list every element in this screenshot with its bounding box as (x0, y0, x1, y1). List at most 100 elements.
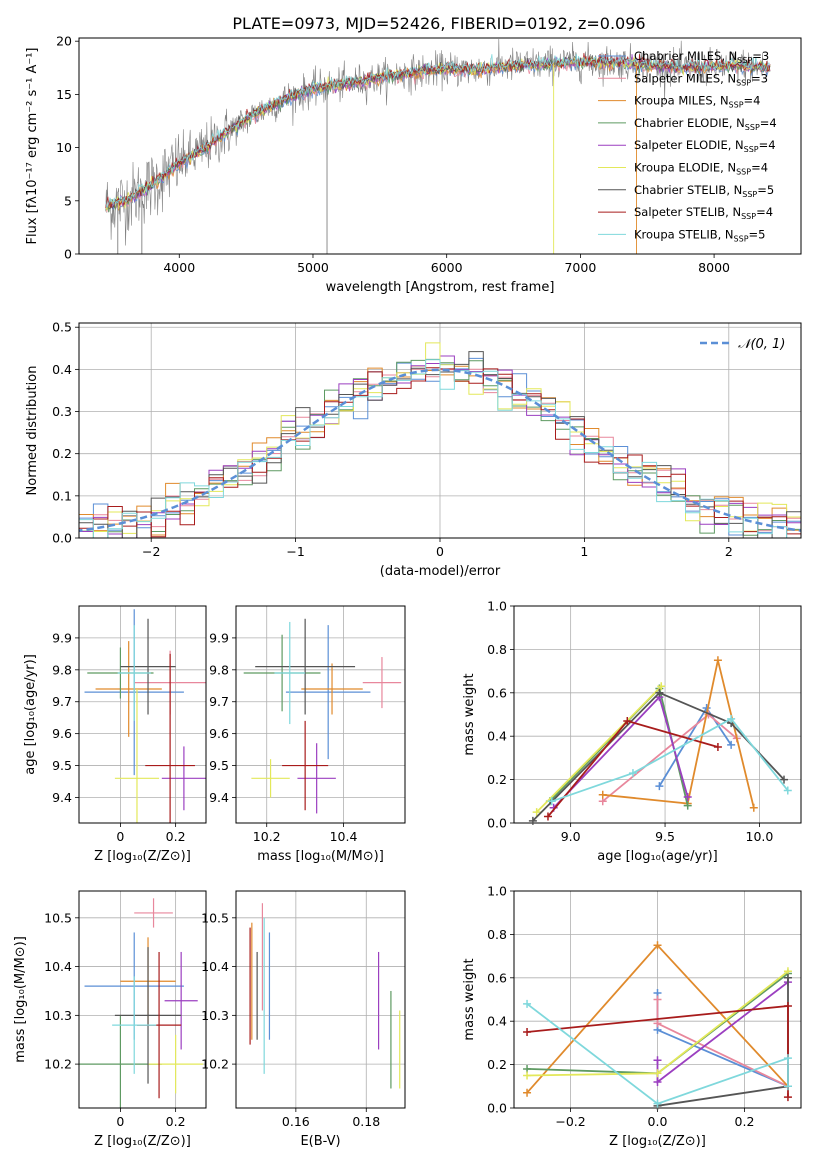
tick-label-x: 0 (116, 829, 124, 844)
tick-label-x: 10.2 (253, 829, 281, 844)
tick-label-y: 9.7 (209, 694, 229, 709)
weight-marker (653, 941, 662, 950)
weight-series-line (602, 660, 755, 809)
tick-label-y: 10 (56, 140, 72, 155)
errorbar-point (148, 1034, 204, 1094)
tick-label-y: 10.2 (201, 1057, 229, 1072)
tick-label-y: 9.9 (52, 630, 72, 645)
weight-series-line (547, 719, 719, 818)
tick-label-y: 0.2 (52, 446, 72, 461)
errorbar-point (145, 653, 195, 823)
errorbar-point (117, 625, 151, 721)
tick-label-x: 5000 (297, 260, 329, 275)
errorbar-point (114, 688, 160, 823)
x-axis-label: age [log₁₀(age/yr)] (597, 849, 718, 864)
tick-label-y: 0 (64, 247, 72, 262)
tick-label-y: 0.1 (52, 488, 72, 503)
y-axis-label: Flux [fλ10⁻¹⁷ erg cm⁻² s⁻¹ A⁻¹] (25, 48, 40, 245)
errorbar-point (362, 657, 402, 709)
weight-marker (713, 743, 722, 752)
axes-frame (78, 890, 207, 1109)
tick-label-y: 0.6 (487, 970, 507, 985)
tick-label-y: 20 (56, 34, 72, 49)
weight-marker (655, 782, 664, 791)
weight-marker (532, 808, 541, 817)
weight-marker (727, 740, 736, 749)
tick-label-x: 0.2 (166, 829, 186, 844)
weight-marker (598, 790, 607, 799)
weight-marker (623, 717, 632, 726)
residual-histogram (79, 359, 801, 538)
axes-spectrum: 4000 5000 6000 7000 8000 0 5 10 15 20 wavelength [… (25, 34, 802, 295)
figure-title: PLATE=0973, MJD=52426, FIBERID=0192, z=0… (232, 14, 645, 33)
errorbar-point (282, 720, 329, 811)
weight-marker (783, 1002, 792, 1011)
axes-mass_vs_Z: 0 0.2 10.2 10.3 10.4 10.5 Z [log₁₀(Z/Z⊙)] mass … (13, 890, 207, 1149)
tick-label-y: 9.6 (209, 726, 229, 741)
errorbar-point (274, 621, 306, 725)
plot-area-spectrum (105, 38, 771, 254)
tick-label-x: −1 (286, 544, 304, 559)
axes-frame (513, 605, 802, 824)
tick-label-y: 9.7 (52, 694, 72, 709)
weight-marker (657, 682, 666, 691)
x-axis-label: Z [log₁₀(Z/Z⊙)] (94, 849, 191, 864)
weight-marker (528, 816, 537, 825)
tick-label-x: 10.4 (330, 829, 358, 844)
tick-label-y: 9.5 (209, 758, 229, 773)
axes-age_vs_Z: 0 0.2 9.4 9.5 9.6 9.7 9.8 9.9 Z [log₁₀(Z/Z⊙)] age… (23, 605, 207, 864)
tick-label-y: 10.3 (201, 1008, 229, 1023)
tick-label-x: 10.0 (746, 829, 774, 844)
y-axis-label: age [log₁₀(age/yr)] (23, 654, 38, 775)
x-axis-label: E(B-V) (300, 1134, 340, 1149)
tick-label-y: 9.6 (52, 726, 72, 741)
errorbar-point (251, 759, 290, 798)
weight-marker (628, 769, 637, 778)
tick-label-x: 0.16 (282, 1114, 310, 1129)
tick-label-x: 0.0 (648, 1114, 668, 1129)
errorbar-point (134, 898, 173, 928)
tick-label-y: 10.5 (201, 910, 229, 925)
weight-marker (653, 1056, 662, 1065)
tick-label-y: 10.4 (44, 959, 72, 974)
tick-label-y: 1.0 (487, 599, 507, 614)
weight-marker (713, 656, 722, 665)
axes-frame (78, 605, 207, 824)
weight-marker (653, 1099, 662, 1108)
legend-entry: Chabrier MILES, NSSP=3 (634, 49, 769, 65)
tick-label-y: 10.4 (201, 959, 229, 974)
weight-marker (523, 1071, 532, 1080)
y-axis-label: Normed distribution (25, 366, 40, 496)
weight-marker (783, 1054, 792, 1063)
plot-area-age_vs_mass (243, 618, 402, 814)
tick-label-y: 0.2 (487, 1057, 507, 1072)
axes-frame (78, 37, 802, 255)
legend-entry: Salpeter MILES, NSSP=3 (634, 71, 768, 87)
errorbar-point (285, 625, 371, 760)
errorbar-point (112, 976, 157, 1074)
weight-marker (523, 1028, 532, 1037)
tick-label-y: 0.4 (52, 362, 72, 377)
weight-series-line (526, 1003, 789, 1105)
weight-series-line (551, 717, 789, 803)
legend-entry-gaussian: 𝒩(0, 1) (738, 337, 785, 352)
tick-label-x: 0.18 (352, 1114, 380, 1129)
axes-frame (78, 322, 802, 539)
axes-mass_vs_ebv: 0.16 0.18 10.2 10.3 10.4 10.5 E(B-V) (201, 890, 406, 1149)
errorbar-point (114, 947, 182, 1084)
tick-label-x: 8000 (698, 260, 730, 275)
y-axis-label: mass [log₁₀(M/M⊙)] (13, 936, 28, 1063)
tick-label-y: 0.3 (52, 404, 72, 419)
errorbar-point (297, 743, 336, 814)
axes-frame (235, 890, 406, 1109)
errorbar-point (161, 746, 206, 811)
weight-marker (523, 1088, 532, 1097)
legend-entry: Chabrier STELIB, NSSP=5 (634, 183, 774, 199)
tick-label-y: 0.5 (52, 320, 72, 335)
errorbar-point (301, 663, 363, 715)
errorbar-point (95, 641, 162, 737)
tick-label-x: 0.2 (166, 1114, 186, 1129)
tick-label-x: 0.2 (735, 1114, 755, 1129)
tick-label-y: 0.8 (487, 927, 507, 942)
